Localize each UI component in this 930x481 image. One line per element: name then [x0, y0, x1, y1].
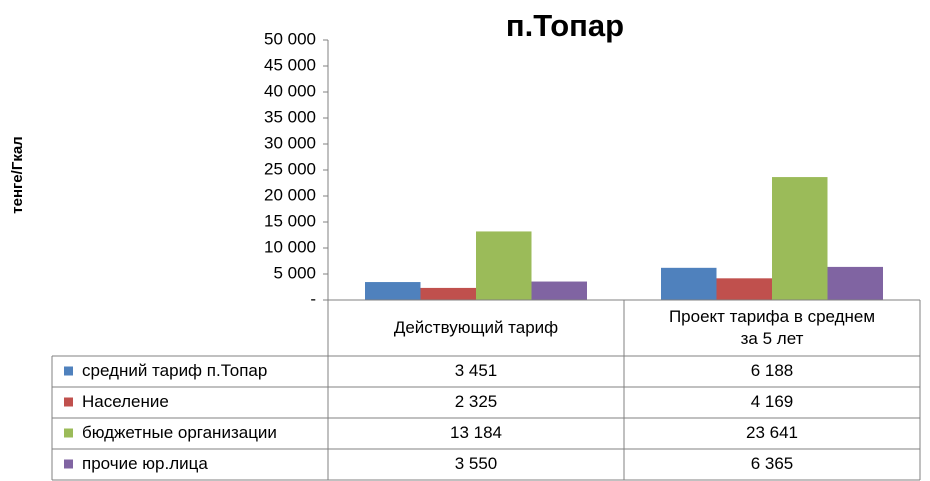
chart-title: п.Топар [506, 8, 624, 43]
y-tick-label: 25 000 [264, 159, 316, 178]
legend-key [64, 397, 73, 407]
y-tick-label: 20 000 [264, 185, 316, 204]
y-tick-label: 45 000 [264, 55, 316, 74]
y-tick-label: 40 000 [264, 81, 316, 100]
y-tick-label: 15 000 [264, 211, 316, 230]
y-tick-label: 5 000 [273, 263, 316, 282]
data-label: 13 184 [450, 423, 502, 442]
bar [827, 266, 883, 300]
y-tick-label: 50 000 [264, 29, 316, 48]
y-axis-title: тенге/Гкал [9, 136, 26, 213]
legend-label: Население [82, 392, 169, 411]
bar [531, 281, 587, 300]
data-label: 6 365 [751, 454, 794, 473]
data-label: 2 325 [455, 392, 498, 411]
legend-key [64, 366, 73, 376]
y-tick-label: 35 000 [264, 107, 316, 126]
x-tick-label: Действующий тариф [393, 318, 559, 337]
legend-label: прочие юр.лица [82, 454, 208, 473]
legend-key [64, 459, 73, 469]
legend-label: бюджетные организации [82, 423, 277, 442]
data-label: 23 641 [746, 423, 798, 442]
data-label: 4 169 [751, 392, 794, 411]
bar [365, 282, 421, 300]
x-tick-label: Проект тарифа в среднем за 5 лет [668, 307, 876, 348]
data-label: 3 451 [455, 361, 498, 380]
y-tick-label: 30 000 [264, 133, 316, 152]
data-label: 6 188 [751, 361, 794, 380]
legend-key [64, 428, 73, 438]
legend-label: средний тариф п.Топар [82, 361, 267, 380]
y-tick-label: - [310, 289, 316, 308]
bar [661, 267, 717, 300]
bar [772, 177, 828, 300]
bar [716, 278, 772, 300]
data-label: 3 550 [455, 454, 498, 473]
y-tick-label: 10 000 [264, 237, 316, 256]
bar [420, 287, 476, 300]
bar [476, 231, 532, 300]
